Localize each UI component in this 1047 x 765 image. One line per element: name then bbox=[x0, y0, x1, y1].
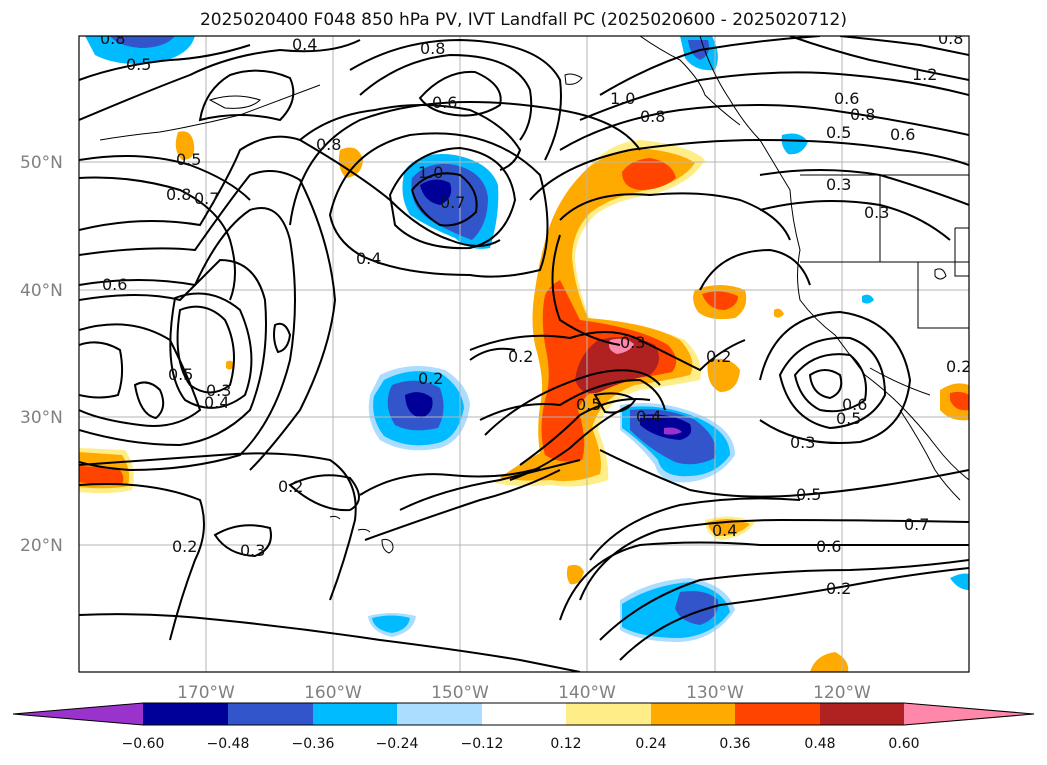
svg-text:0.8: 0.8 bbox=[850, 105, 875, 124]
lon-labels: 170°W 160°W 150°W 140°W 130°W 120°W bbox=[177, 683, 871, 703]
colorbar-bin bbox=[228, 703, 313, 725]
svg-text:1.0: 1.0 bbox=[418, 163, 443, 182]
svg-text:130°W: 130°W bbox=[686, 683, 744, 703]
svg-text:0.36: 0.36 bbox=[719, 736, 750, 752]
svg-text:0.5: 0.5 bbox=[826, 123, 851, 142]
svg-text:0.4: 0.4 bbox=[292, 35, 317, 54]
colorbar: −0.60 −0.48 −0.36 −0.24 −0.12 0.12 0.24 … bbox=[12, 702, 1035, 752]
colorbar-bin bbox=[735, 703, 820, 725]
svg-text:0.3: 0.3 bbox=[206, 381, 231, 400]
svg-text:30°N: 30°N bbox=[20, 408, 63, 428]
svg-text:0.2: 0.2 bbox=[172, 537, 197, 556]
svg-text:0.7: 0.7 bbox=[904, 515, 929, 534]
shade-red-band bbox=[622, 158, 676, 190]
svg-text:40°N: 40°N bbox=[20, 281, 63, 301]
svg-text:0.7: 0.7 bbox=[440, 193, 465, 212]
contour-labels: 0.8 0.5 0.4 0.8 0.6 0.8 1.0 0.8 0.8 0.5 … bbox=[100, 29, 971, 598]
svg-text:−0.48: −0.48 bbox=[207, 736, 250, 752]
svg-text:0.60: 0.60 bbox=[888, 736, 919, 752]
colorbar-bin bbox=[397, 703, 482, 725]
svg-text:0.3: 0.3 bbox=[790, 433, 815, 452]
svg-text:0.2: 0.2 bbox=[418, 369, 443, 388]
svg-text:0.3: 0.3 bbox=[864, 203, 889, 222]
svg-text:0.2: 0.2 bbox=[278, 477, 303, 496]
map-frame bbox=[78, 35, 970, 673]
svg-text:150°W: 150°W bbox=[431, 683, 489, 703]
svg-text:0.5: 0.5 bbox=[796, 485, 821, 504]
svg-text:1.0: 1.0 bbox=[610, 89, 635, 108]
svg-text:0.3: 0.3 bbox=[826, 175, 851, 194]
svg-text:0.5: 0.5 bbox=[126, 55, 151, 74]
svg-text:0.5: 0.5 bbox=[168, 365, 193, 384]
colorbar-bin bbox=[313, 703, 397, 725]
colorbar-bin bbox=[143, 703, 228, 725]
svg-text:0.5: 0.5 bbox=[176, 150, 201, 169]
svg-text:0.2: 0.2 bbox=[706, 347, 731, 366]
lat-labels: 50°N 40°N 30°N 20°N bbox=[20, 153, 63, 556]
svg-text:0.6: 0.6 bbox=[432, 93, 457, 112]
svg-text:0.3: 0.3 bbox=[620, 333, 645, 352]
svg-text:0.2: 0.2 bbox=[508, 347, 533, 366]
colorbar-bin bbox=[820, 703, 904, 725]
svg-text:0.7: 0.7 bbox=[194, 189, 219, 208]
svg-text:120°W: 120°W bbox=[813, 683, 871, 703]
shade-nw-blue bbox=[85, 36, 195, 64]
svg-text:0.8: 0.8 bbox=[640, 107, 665, 126]
svg-text:0.2: 0.2 bbox=[946, 357, 971, 376]
svg-text:0.8: 0.8 bbox=[166, 185, 191, 204]
svg-text:0.5: 0.5 bbox=[836, 409, 861, 428]
svg-text:160°W: 160°W bbox=[304, 683, 362, 703]
svg-text:0.3: 0.3 bbox=[240, 541, 265, 560]
svg-text:0.5: 0.5 bbox=[576, 395, 601, 414]
colorbar-bin bbox=[651, 703, 735, 725]
map-title: 2025020400 F048 850 hPa PV, IVT Landfall… bbox=[199, 10, 847, 30]
svg-text:0.6: 0.6 bbox=[834, 89, 859, 108]
svg-text:0.2: 0.2 bbox=[826, 579, 851, 598]
svg-text:−0.36: −0.36 bbox=[292, 736, 335, 752]
svg-text:0.24: 0.24 bbox=[635, 736, 666, 752]
svg-text:0.6: 0.6 bbox=[102, 275, 127, 294]
svg-text:0.8: 0.8 bbox=[420, 39, 445, 58]
coastlines bbox=[99, 36, 969, 554]
colorbar-min-extend bbox=[13, 703, 143, 725]
colorbar-bin bbox=[566, 703, 651, 725]
svg-text:0.6: 0.6 bbox=[816, 537, 841, 556]
svg-text:0.48: 0.48 bbox=[804, 736, 835, 752]
svg-text:0.4: 0.4 bbox=[204, 393, 229, 412]
svg-text:0.4: 0.4 bbox=[712, 521, 737, 540]
svg-text:0.8: 0.8 bbox=[100, 29, 125, 48]
pv-contours bbox=[79, 36, 969, 672]
svg-text:20°N: 20°N bbox=[20, 536, 63, 556]
colorbar-outline bbox=[12, 702, 1035, 726]
shade-nw-navy bbox=[110, 36, 175, 48]
colorbar-bin bbox=[482, 703, 566, 725]
svg-text:−0.12: −0.12 bbox=[461, 736, 504, 752]
colorbar-max-extend bbox=[904, 703, 1034, 725]
svg-text:0.8: 0.8 bbox=[938, 29, 963, 48]
svg-text:−0.60: −0.60 bbox=[122, 736, 165, 752]
svg-text:0.8: 0.8 bbox=[316, 135, 341, 154]
svg-text:170°W: 170°W bbox=[177, 683, 235, 703]
svg-text:0.12: 0.12 bbox=[550, 736, 581, 752]
svg-text:0.6: 0.6 bbox=[890, 125, 915, 144]
svg-text:50°N: 50°N bbox=[20, 153, 63, 173]
svg-text:140°W: 140°W bbox=[558, 683, 616, 703]
svg-text:0.4: 0.4 bbox=[356, 249, 381, 268]
svg-text:0.4: 0.4 bbox=[636, 407, 661, 426]
svg-text:0.6: 0.6 bbox=[842, 395, 867, 414]
svg-text:−0.24: −0.24 bbox=[376, 736, 419, 752]
svg-text:1.2: 1.2 bbox=[912, 65, 937, 84]
